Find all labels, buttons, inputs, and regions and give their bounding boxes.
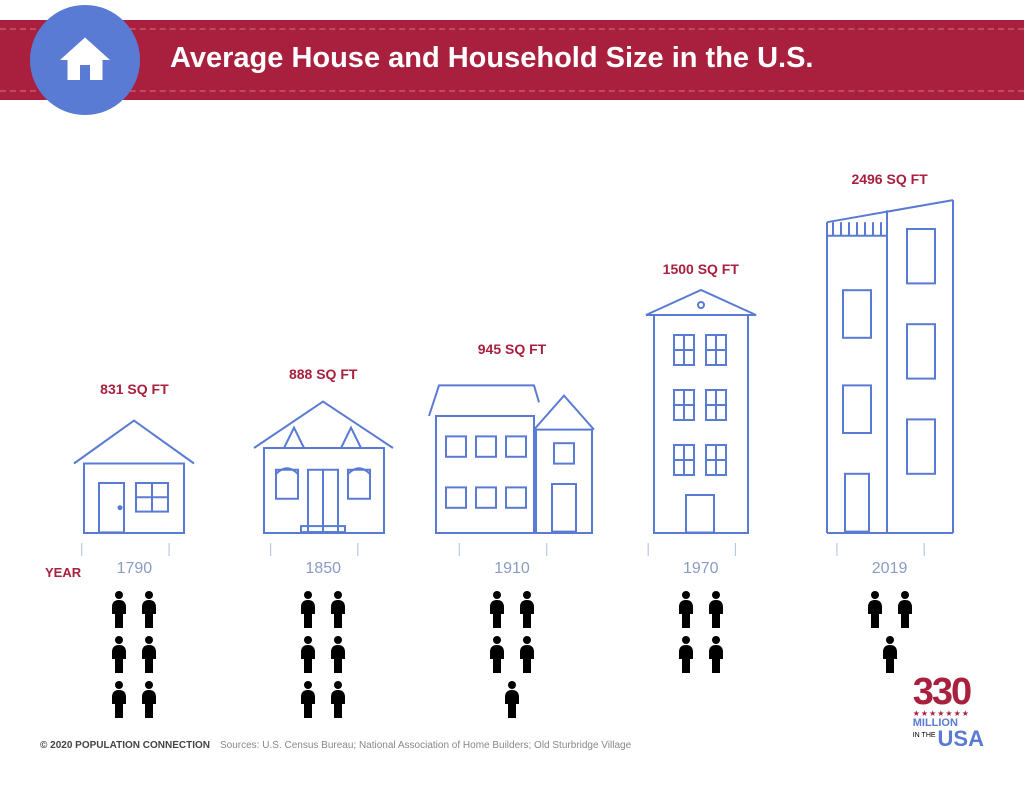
person-icon	[516, 590, 538, 630]
person-icon	[675, 590, 697, 630]
person-icon	[486, 590, 508, 630]
year-value: 1790	[117, 560, 153, 578]
person-icon	[894, 590, 916, 630]
logo-330-million: 330 ★★★★★★★ MILLION IN THEUSA	[913, 675, 984, 751]
house-illustration	[636, 285, 766, 535]
axis-ticks: | |	[80, 540, 189, 556]
person-icon	[297, 635, 319, 675]
sqft-label: 831 SQ FT	[100, 381, 168, 397]
person-icon	[705, 590, 727, 630]
chart-column: 945 SQ FT	[418, 341, 607, 535]
person-icon	[327, 635, 349, 675]
person-icon	[138, 590, 160, 630]
person-icon	[327, 680, 349, 720]
people-group	[606, 590, 795, 720]
axis-ticks: | |	[269, 540, 378, 556]
chart-column: 1500 SQ FT	[606, 261, 795, 535]
person-icon	[516, 635, 538, 675]
tick-row: | | | | | | | | | |	[40, 540, 984, 556]
sqft-label: 1500 SQ FT	[663, 261, 739, 277]
logo-number: 330	[913, 675, 984, 709]
axis-ticks: | |	[458, 540, 567, 556]
person-icon	[879, 635, 901, 675]
header-badge	[30, 5, 140, 115]
year-value: 1910	[494, 560, 530, 578]
house-icon	[55, 30, 115, 90]
chart-column: 2496 SQ FT	[795, 171, 984, 535]
copyright-text: © 2020 POPULATION CONNECTION	[40, 740, 210, 751]
house-illustration	[246, 390, 401, 535]
person-icon	[501, 680, 523, 720]
person-icon	[108, 635, 130, 675]
people-group	[229, 590, 418, 720]
house-illustration	[64, 405, 204, 535]
sqft-label: 2496 SQ FT	[851, 171, 927, 187]
sqft-label: 888 SQ FT	[289, 366, 357, 382]
person-icon	[138, 635, 160, 675]
people-row	[40, 590, 984, 720]
person-icon	[705, 635, 727, 675]
chart-column: 888 SQ FT	[229, 366, 418, 535]
person-icon	[297, 680, 319, 720]
person-icon	[327, 590, 349, 630]
person-icon	[675, 635, 697, 675]
year-value: 2019	[872, 560, 908, 578]
person-icon	[138, 680, 160, 720]
person-icon	[864, 590, 886, 630]
sqft-label: 945 SQ FT	[478, 341, 546, 357]
people-group	[40, 590, 229, 720]
year-value: 1850	[305, 560, 341, 578]
year-row: 1790 1850 1910 1970 2019	[40, 560, 984, 578]
logo-usa: USA	[938, 726, 984, 751]
sources-text: Sources: U.S. Census Bureau; National As…	[220, 740, 631, 751]
person-icon	[108, 680, 130, 720]
house-illustration	[424, 365, 599, 535]
chart-area: 831 SQ FT 888 SQ FT 945 SQ FT	[40, 135, 984, 535]
chart-column: 831 SQ FT	[40, 381, 229, 535]
page-title: Average House and Household Size in the …	[170, 42, 814, 75]
logo-inthe: IN THE	[913, 732, 936, 739]
people-group	[418, 590, 607, 720]
person-icon	[297, 590, 319, 630]
year-value: 1970	[683, 560, 719, 578]
house-illustration	[815, 195, 965, 535]
axis-ticks: | |	[646, 540, 755, 556]
axis-ticks: | |	[835, 540, 944, 556]
person-icon	[108, 590, 130, 630]
person-icon	[486, 635, 508, 675]
